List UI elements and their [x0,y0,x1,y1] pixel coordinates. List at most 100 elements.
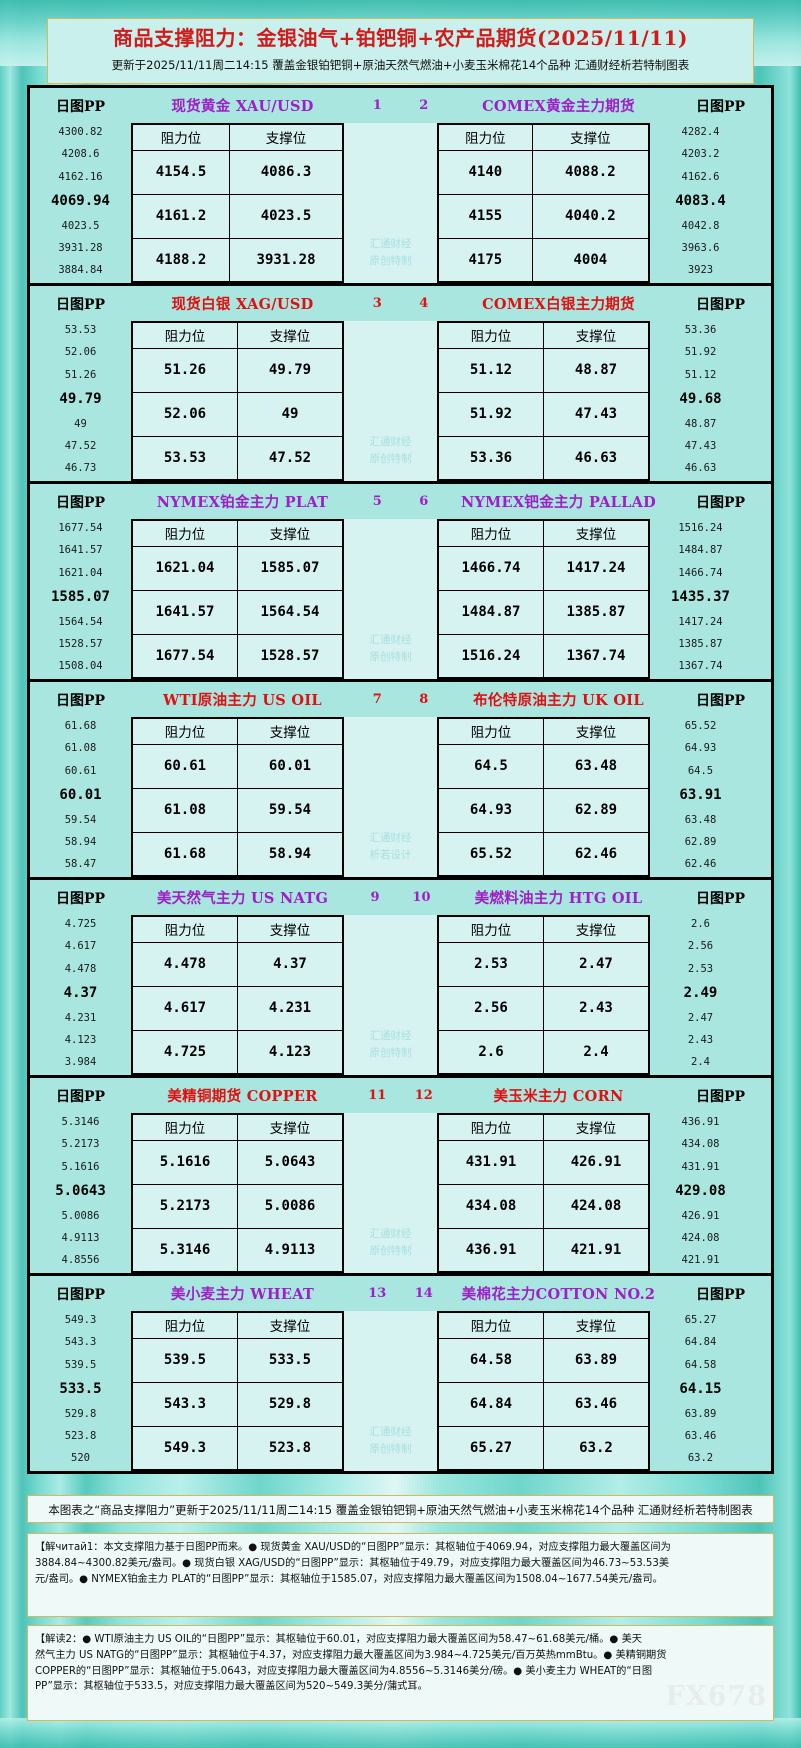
pp-label-left: 日图PP [55,1286,106,1303]
support-cell: 63.89 [543,1337,650,1383]
levels-table: 阻力位 支撑位 2.53 2.47 2.56 2.43 2.6 2.4 [437,915,650,1075]
pivot-value: 52.06 [64,346,97,359]
pivot-value: 520 [71,1452,90,1465]
levels-table: 阻力位 支撑位 5.1616 5.0643 5.2173 5.0086 5.3146 4.91… [131,1113,344,1273]
page-subtitle: 更新于2025/11/11周二14:15 覆盖金银铂钯铜+原油天然气燃油+小麦玉… [111,58,690,72]
support-header: 支撑位 [237,1113,344,1141]
pivot-value: 3923 [687,264,714,277]
block-number-right: 2 [419,98,429,113]
pivot-value: 49.68 [679,391,722,408]
pivot-column: 65.27 64.84 64.58 64.15 63.89 63.46 63.2 [650,1311,751,1471]
pivot-value: 51.12 [684,368,717,381]
pp-label-right: 日图PP [695,1286,746,1303]
pivot-value: 523.8 [64,1429,97,1442]
watermark-line: 原创特制 [369,1244,412,1257]
watermark-column: 汇通财经 原创特制 [344,321,437,481]
instrument-name-left: 美小麦主力 WHEAT [170,1286,315,1303]
resistance-cell: 65.52 [437,831,544,877]
pivot-value: 1435.37 [670,589,730,606]
pivot-value: 4203.2 [681,148,720,161]
instrument-name-right: NYMEX钯金主力 PALLAD [460,494,657,511]
resistance-cell: 65.27 [437,1425,544,1471]
pivot-value: 61.68 [64,720,97,732]
pivot-value: 5.0643 [55,1183,106,1200]
instrument-block: 日图PP 现货白银 XAG/USD 3 4 COMEX白银主力期货 日图PP 53.53 52… [30,286,771,484]
block-body: 4300.82 4208.6 4162.16 4069.94 4023.5 3931.28… [30,123,771,283]
support-cell: 3931.28 [229,237,344,283]
resistance-cell: 5.1616 [131,1139,238,1185]
resistance-header: 阻力位 [131,717,238,745]
pivot-column: 4300.82 4208.6 4162.16 4069.94 4023.5 3931.28… [30,123,131,283]
support-header: 支撑位 [237,1311,344,1339]
resistance-cell: 64.93 [437,787,544,833]
resistance-cell: 2.6 [437,1029,544,1075]
pivot-value: 63.46 [684,1429,717,1442]
watermark-line: 汇通财经 [369,1228,412,1241]
support-cell: 46.63 [543,435,650,481]
pivot-column: 4282.4 4203.2 4162.6 4083.4 4042.8 3963.6 3923 [650,123,751,283]
table-row: 1466.74 1417.24 [437,545,650,591]
support-cell: 58.94 [237,831,344,877]
block-number-right: 14 [414,1286,433,1301]
pivot-value: 1508.04 [58,660,103,673]
watermark-line: 汇通财经 [369,1426,412,1439]
pivot-value: 58.47 [64,858,97,871]
instrument-name-left: WTI原油主力 US OIL [163,692,322,709]
block-body: 549.3 543.3 539.5 533.5 529.8 523.8 520 阻力位 支撑位 5… [30,1311,771,1471]
pivot-value: 4.617 [64,940,97,953]
support-cell: 1367.74 [543,633,650,679]
pivot-value: 1367.74 [678,660,723,673]
pivot-value: 62.46 [684,858,717,871]
pivot-value: 1585.07 [50,589,110,606]
pivot-value: 1677.54 [58,522,103,534]
table-row: 2.53 2.47 [437,941,650,987]
resistance-cell: 60.61 [131,743,238,789]
pp-label-right: 日图PP [695,296,746,313]
block-number-right: 10 [412,890,431,905]
block-number-left: 13 [368,1286,387,1301]
table-row: 1484.87 1385.87 [437,589,650,635]
resistance-header: 阻力位 [131,915,238,943]
pivot-value: 64.15 [679,1381,722,1398]
block-body: 5.3146 5.2173 5.1616 5.0643 5.0086 4.9113 4.85… [30,1113,771,1273]
instrument-block: 日图PP 现货黄金 XAU/USD 1 2 COMEX黄金主力期货 日图PP 4300.82… [30,88,771,286]
pivot-value: 5.0086 [61,1209,100,1222]
table-row: 4188.2 3931.28 [131,237,344,283]
pivot-column: 1677.54 1641.57 1621.04 1585.07 1564.54 1528.… [30,519,131,679]
instrument-block: 日图PP 美小麦主力 WHEAT 13 14 美棉花主力COTTON NO.2 日图PP 5… [30,1276,771,1471]
pivot-value: 3884.84 [58,264,103,277]
support-cell: 48.87 [543,347,650,393]
block-number-right: 6 [419,494,429,509]
footnote-line: 3884.84~4300.82美元/盎司。● 现货白银 XAG/USD的“日图P… [35,1557,670,1569]
watermark-line: 析若设计 [369,848,412,861]
support-header: 支撑位 [543,915,650,943]
pivot-column: 65.52 64.93 64.5 63.91 63.48 62.89 62.46 [650,717,751,877]
levels-table: 阻力位 支撑位 60.61 60.01 61.08 59.54 61.68 58.94 [131,717,344,877]
pivot-value: 63.89 [684,1407,717,1420]
footer-note-2: 【解读2：● WTI原油主力 US OIL的“日图PP”显示：其枢轴位于60.0… [27,1625,774,1721]
support-cell: 1528.57 [237,633,344,679]
resistance-cell: 51.26 [131,347,238,393]
instrument-block: 日图PP WTI原油主力 US OIL 7 8 布伦特原油主力 UK OIL 日图PP 61… [30,682,771,880]
pivot-value: 51.26 [64,368,97,381]
watermark-column: 汇通财经 析若设计 [344,717,437,877]
pivot-value: 1641.57 [58,544,103,557]
block-number-left: 9 [370,890,380,905]
watermark-line: 原创特制 [369,452,412,465]
support-cell: 1585.07 [237,545,344,591]
support-cell: 523.8 [237,1425,344,1471]
levels-table: 阻力位 支撑位 1621.04 1585.07 1641.57 1564.54 1677.5… [131,519,344,679]
pivot-value: 436.91 [681,1116,720,1128]
pivot-value: 4162.16 [58,170,103,183]
support-cell: 1417.24 [543,545,650,591]
pivot-column: 549.3 543.3 539.5 533.5 529.8 523.8 520 [30,1311,131,1471]
footer-note-1: 【解читай1：本文支撑阻力基于日图PP而来。● 现货黄金 XAU/USD的“… [27,1533,774,1617]
resistance-header: 阻力位 [437,321,544,349]
resistance-header: 阻力位 [437,123,533,151]
block-number-left: 3 [372,296,382,311]
block-number-left: 11 [368,1088,387,1103]
block-number-right: 12 [414,1088,433,1103]
table-row: 4161.2 4023.5 [131,193,344,239]
